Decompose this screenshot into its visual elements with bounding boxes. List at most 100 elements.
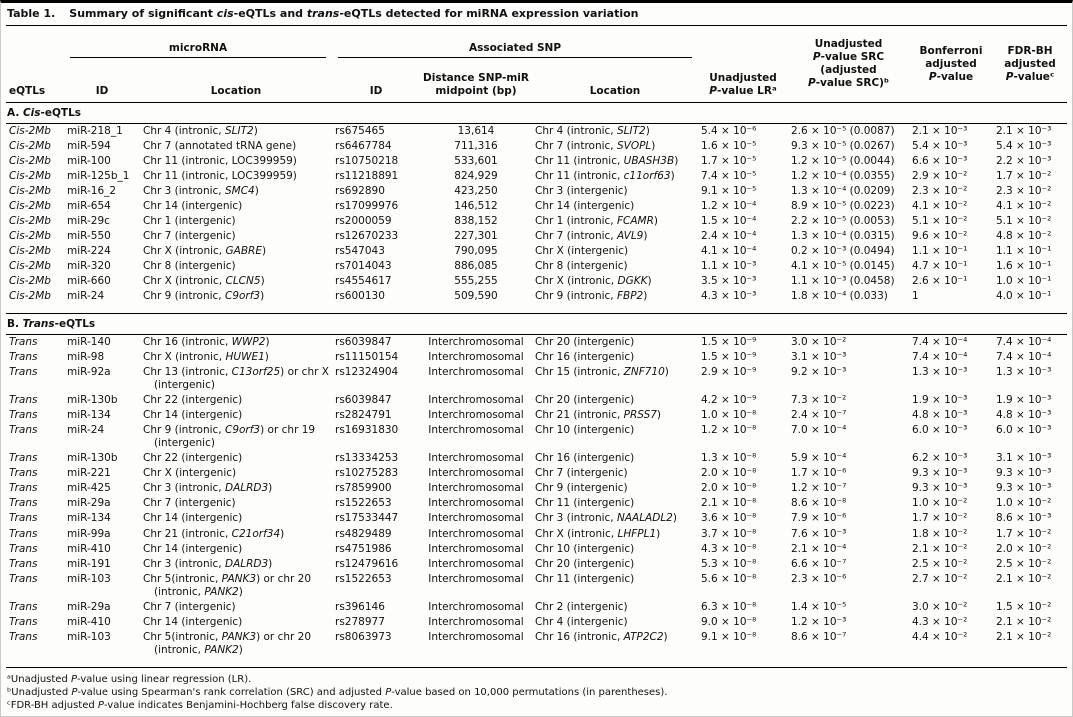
table-row: Trans miR-103 Chr 5(intronic, PANK3) or ch… [6,572,1067,600]
table-row: Trans miR-191 Chr 3 (intronic, DALRD3) rs12… [6,557,1067,572]
table-row: Trans miR-130b Chr 22 (intergenic) rs603984… [6,393,1067,408]
cell-p-lr: 1.2 × 10⁻⁴ [701,200,757,213]
cell-p-src: 1.2 × 10⁻⁷ [791,482,847,495]
cell-p-lr: 9.0 × 10⁻⁸ [701,615,757,628]
cell-p-src: 2.6 × 10⁻⁵ (0.0087) [791,125,895,138]
col-header-p-value-lr: Unadjusted P-value LRᵃ [709,72,777,98]
cell-snp-location: Chr 21 (intronic, PRSS7) [535,409,662,422]
cell-p-lr: 1.2 × 10⁻⁸ [701,424,757,437]
table-row: Trans miR-29a Chr 7 (intergenic) rs1522653 I… [6,496,1067,511]
table-row: Trans miR-103 Chr 5(intronic, PANK3) or ch… [6,630,1067,658]
table-row: Trans miR-221 Chr X (intergenic) rs10275283… [6,466,1067,481]
cell-p-lr: 9.1 × 10⁻⁸ [701,630,757,643]
cell-distance: 509,590 [454,290,498,303]
cell-fdr-bh: 6.0 × 10⁻³ [996,424,1052,437]
cell-snp-id: rs12324904 [335,366,399,379]
cell-mirna-id: miR-130b [67,394,118,407]
cell-eqtl-type: Trans [9,394,38,407]
cell-snp-id: rs600130 [335,290,385,303]
cell-distance: Interchromosomal [428,366,524,379]
cell-distance: 711,316 [454,140,498,153]
cell-snp-location: Chr 16 (intergenic) [535,351,635,364]
group-header-associated-snp: Associated SNP [332,26,698,71]
cell-bonferroni: 4.1 × 10⁻² [912,200,968,213]
cell-eqtl-type: Cis-2Mb [9,215,51,228]
cell-snp-location: Chr X (intronic, LHFPL1) [535,527,661,540]
cell-snp-id: rs10275283 [335,467,399,480]
cell-p-src: 7.6 × 10⁻³ [791,527,847,540]
cell-snp-id: rs11218891 [335,170,399,183]
cell-p-lr: 3.5 × 10⁻³ [701,275,757,288]
section-heading-row: B. Trans-eQTLs [6,313,1067,336]
cell-bonferroni: 4.4 × 10⁻² [912,630,968,643]
cell-mirna-location: Chr 7 (intergenic) [143,600,236,613]
cell-bonferroni: 1.1 × 10⁻¹ [912,245,968,258]
cell-distance: 838,152 [454,215,498,228]
cell-snp-id: rs1522653 [335,572,392,585]
cell-mirna-location: Chr 22 (intergenic) [143,394,243,407]
cell-mirna-location: Chr 3 (intronic, SMC4) [143,185,259,198]
cell-distance: Interchromosomal [428,557,524,570]
cell-p-lr: 7.4 × 10⁻⁵ [701,170,757,183]
cell-snp-location: Chr 11 (intronic, UBASH3B) [535,155,679,168]
cell-bonferroni: 6.0 × 10⁻³ [912,424,968,437]
cell-fdr-bh: 9.3 × 10⁻³ [996,467,1052,480]
cell-fdr-bh: 5.4 × 10⁻³ [996,140,1052,153]
group-header-row: eQTLs microRNA Associated SNP Unadjusted… [6,26,1067,97]
cell-p-lr: 2.0 × 10⁻⁸ [701,467,757,480]
table-title: Table 1. Summary of significant cis-eQTLs… [6,3,1067,26]
col-header-snp-distance: Distance SNP-miR midpoint (bp) [423,72,529,98]
cell-p-src: 2.4 × 10⁻⁷ [791,409,847,422]
cell-mirna-location: Chr 7 (intergenic) [143,497,236,510]
cell-mirna-id: miR-125b_1 [67,170,130,183]
cell-snp-location: Chr 20 (intergenic) [535,557,635,570]
cell-eqtl-type: Cis-2Mb [9,230,51,243]
cell-snp-id: rs12479616 [335,557,399,570]
cell-p-src: 1.2 × 10⁻³ [791,615,847,628]
cell-distance: Interchromosomal [428,497,524,510]
cell-snp-id: rs7859900 [335,482,392,495]
section-heading: B. Trans-eQTLs [6,313,1067,336]
cell-distance: Interchromosomal [428,600,524,613]
cell-mirna-location: Chr 21 (intronic, C21orf34) [143,527,285,540]
cell-eqtl-type: Cis-2Mb [9,185,51,198]
cell-p-src: 8.9 × 10⁻⁵ (0.0223) [791,200,895,213]
table-row: Trans miR-130b Chr 22 (intergenic) rs133342… [6,451,1067,466]
cell-fdr-bh: 1.3 × 10⁻³ [996,366,1052,379]
cell-mirna-id: miR-98 [67,351,105,364]
cell-distance: Interchromosomal [428,527,524,540]
cell-snp-id: rs17099976 [335,200,399,213]
cell-mirna-location: Chr 4 (intronic, SLIT2) [143,125,258,138]
table-row: Trans miR-98 Chr X (intronic, HUWE1) rs1115… [6,350,1067,365]
cell-fdr-bh: 2.1 × 10⁻² [996,572,1052,585]
cell-eqtl-type: Cis-2Mb [9,140,51,153]
col-header-snp-location: Location [589,85,641,98]
col-header-p-value-src: Unadjusted P-value SRC (adjusted P-value… [807,38,890,90]
cell-mirna-location: Chr 14 (intergenic) [143,615,243,628]
cell-distance: Interchromosomal [428,482,524,495]
cell-distance: 13,614 [457,125,495,138]
cell-p-src: 3.0 × 10⁻² [791,336,847,349]
cell-bonferroni: 2.1 × 10⁻³ [912,125,968,138]
cell-distance: 886,085 [454,260,498,273]
table-row: Cis-2Mb miR-320 Chr 8 (intergenic) rs701404… [6,259,1067,274]
cell-mirna-location: Chr 1 (intergenic) [143,215,236,228]
bottom-spacer [6,658,1067,667]
cell-mirna-id: miR-550 [67,230,111,243]
cell-bonferroni: 5.4 × 10⁻³ [912,140,968,153]
cell-snp-location: Chr X (intergenic) [535,245,629,258]
cell-snp-location: Chr 20 (intergenic) [535,394,635,407]
col-header-mirna-id: ID [95,85,109,98]
cell-distance: 824,929 [454,170,498,183]
cell-p-src: 2.2 × 10⁻⁵ (0.0053) [791,215,895,228]
cell-eqtl-type: Trans [9,527,38,540]
cell-distance: Interchromosomal [428,467,524,480]
table-row: Trans miR-134 Chr 14 (intergenic) rs2824791… [6,408,1067,423]
table-row: Cis-2Mb miR-16_2 Chr 3 (intronic, SMC4) rs6… [6,184,1067,199]
cell-distance: 555,255 [454,275,498,288]
cell-snp-id: rs13334253 [335,452,399,465]
cell-snp-location: Chr 7 (intronic, SVOPL) [535,140,656,153]
cell-mirna-id: miR-654 [67,200,111,213]
cell-snp-id: rs4751986 [335,542,392,555]
